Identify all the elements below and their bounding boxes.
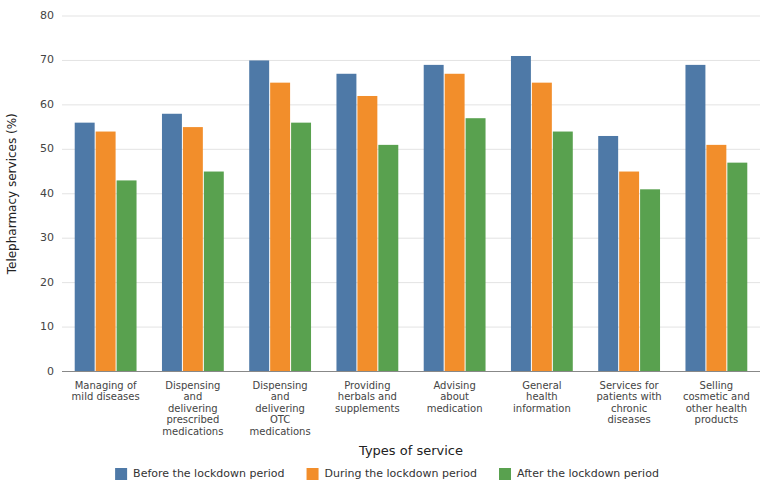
legend-label: During the lockdown period <box>325 467 477 480</box>
y-tick-label: 80 <box>40 9 54 22</box>
chart: 0 10 20 30 40 50 60 70 80 Managing ofmild disease… <box>0 0 774 493</box>
bar <box>378 145 398 372</box>
legend: Before the lockdown period During the loc… <box>115 467 659 480</box>
x-tick-label-line: Dispensing <box>165 380 220 391</box>
bars <box>75 56 748 372</box>
bar <box>598 136 618 372</box>
legend-label: Before the lockdown period <box>133 467 284 480</box>
x-tick-label-line: about <box>440 391 469 402</box>
bar <box>706 145 726 372</box>
x-tick-label-line: health <box>526 391 558 402</box>
x-tick-label-line: delivering <box>255 403 305 414</box>
y-grid <box>62 16 760 372</box>
legend-item: During the lockdown period <box>307 467 477 480</box>
x-tick-label: Dispensinganddeliveringprescribedmedicat… <box>162 380 223 437</box>
y-tick-label: 20 <box>40 276 54 289</box>
x-tick-label-line: other health <box>686 403 747 414</box>
bar <box>553 132 573 372</box>
y-tick-label: 50 <box>40 142 54 155</box>
bar-series <box>117 118 748 371</box>
x-tick-label-line: mild diseases <box>72 391 140 402</box>
x-tick-label-line: Advising <box>433 380 475 391</box>
x-tick-label-line: Dispensing <box>253 380 308 391</box>
x-tick-label: Managing ofmild diseases <box>72 380 140 403</box>
bar <box>357 96 377 372</box>
x-tick-labels: Managing ofmild diseasesDispensinganddel… <box>72 380 750 437</box>
x-tick-label-line: supplements <box>335 403 400 414</box>
x-tick-label-line: products <box>695 414 739 425</box>
x-tick-label-line: Providing <box>344 380 390 391</box>
y-tick-label: 60 <box>40 98 54 111</box>
x-tick-label: Generalhealthinformation <box>513 380 571 414</box>
bar <box>640 189 660 371</box>
x-tick-label-line: patients with <box>597 391 662 402</box>
x-tick-label-line: and <box>183 391 202 402</box>
x-axis-line <box>62 371 760 372</box>
grid-line <box>62 371 760 372</box>
bar <box>291 123 311 372</box>
x-tick-label: DispensinganddeliveringOTCmedications <box>250 380 311 437</box>
x-tick-label-line: medications <box>250 426 311 437</box>
legend-item: After the lockdown period <box>499 467 659 480</box>
bar <box>249 60 269 371</box>
y-tick-label: 30 <box>40 231 54 244</box>
x-tick-label-line: medication <box>427 403 483 414</box>
x-tick-label-line: Services for <box>600 380 660 391</box>
x-axis-label: Types of service <box>358 443 463 458</box>
x-tick-label-line: OTC <box>270 414 290 425</box>
bar <box>619 172 639 372</box>
background <box>0 0 774 493</box>
bar <box>466 118 486 371</box>
grid-line <box>62 16 760 17</box>
legend-swatch <box>499 468 511 480</box>
y-tick-label: 70 <box>40 53 54 66</box>
bar <box>96 132 116 372</box>
bar <box>204 172 224 372</box>
bar <box>336 74 356 372</box>
bar <box>183 127 203 371</box>
x-tick-label-line: delivering <box>168 403 218 414</box>
bar <box>424 65 444 372</box>
bar-series <box>75 56 706 372</box>
legend-swatch <box>307 468 319 480</box>
x-tick-label-line: diseases <box>608 414 651 425</box>
x-tick-label-line: cosmetic and <box>683 391 750 402</box>
bar <box>511 56 531 372</box>
y-tick-label: 10 <box>40 320 54 333</box>
y-tick-labels: 0 10 20 30 40 50 60 70 80 <box>40 9 54 378</box>
bar <box>727 163 747 372</box>
legend-swatch <box>115 468 127 480</box>
legend-label: After the lockdown period <box>517 467 659 480</box>
x-tick-label-line: and <box>271 391 290 402</box>
bar-series <box>96 74 727 372</box>
bar <box>532 83 552 372</box>
y-tick-label: 0 <box>47 365 54 378</box>
x-tick-label: Providingherbals andsupplements <box>335 380 400 414</box>
y-axis-label: Telepharmacy services (%) <box>5 113 19 275</box>
x-tick-label: Services forpatients withchronicdiseases <box>597 380 662 426</box>
grid-line <box>62 60 760 61</box>
x-tick-label-line: Selling <box>700 380 734 391</box>
x-tick-label: Sellingcosmetic andother healthproducts <box>683 380 750 426</box>
grid-line <box>62 104 760 105</box>
x-tick-label-line: chronic <box>611 403 647 414</box>
bar <box>270 83 290 372</box>
x-tick-label-line: Managing of <box>75 380 137 391</box>
bar <box>117 180 137 371</box>
y-tick-label: 40 <box>40 187 54 200</box>
bar <box>445 74 465 372</box>
x-tick-label-line: herbals and <box>338 391 397 402</box>
bar <box>162 114 182 372</box>
x-tick-label-line: medications <box>162 426 223 437</box>
bar <box>685 65 705 372</box>
x-tick-label-line: prescribed <box>166 414 219 425</box>
bar <box>75 123 95 372</box>
x-tick-label-line: information <box>513 403 571 414</box>
x-tick-label: Advisingaboutmedication <box>427 380 483 414</box>
x-tick-label-line: General <box>522 380 561 391</box>
legend-item: Before the lockdown period <box>115 467 284 480</box>
